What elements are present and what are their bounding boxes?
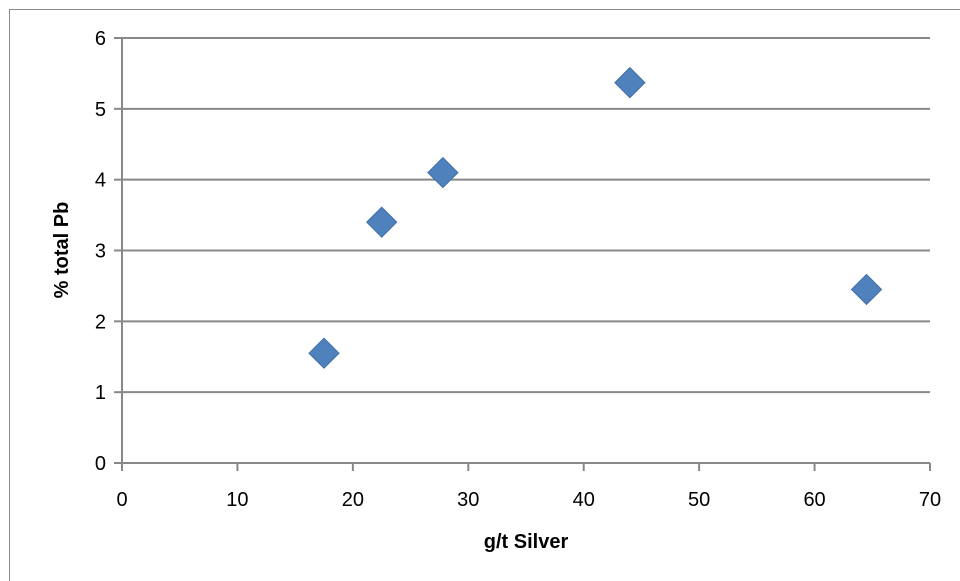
x-tick-labels: 0 10 20 30 40 50 60 70 xyxy=(116,489,941,511)
y-axis-title: % total Pb xyxy=(51,202,73,299)
x-tick-label: 30 xyxy=(457,489,479,511)
y-tick-label: 4 xyxy=(95,170,106,192)
gridlines xyxy=(122,37,930,394)
y-tick-label: 2 xyxy=(95,311,106,333)
x-axis-title: g/t Silver xyxy=(484,531,569,553)
x-tick-label: 0 xyxy=(116,489,127,511)
y-tick-label: 5 xyxy=(95,99,106,121)
data-point-diamond xyxy=(366,206,398,238)
data-point-diamond xyxy=(308,337,340,369)
x-tick-label: 40 xyxy=(573,489,595,511)
data-point-diamond xyxy=(614,66,646,99)
y-tick-label: 6 xyxy=(95,28,106,50)
data-point-diamond xyxy=(427,156,459,189)
x-tick-label: 20 xyxy=(342,489,364,511)
data-points xyxy=(308,66,883,369)
x-tick-label: 60 xyxy=(803,489,825,511)
y-tick-label: 3 xyxy=(95,241,106,263)
x-tick-label: 10 xyxy=(226,489,248,511)
axes xyxy=(114,37,931,471)
x-tick-label: 50 xyxy=(688,489,710,511)
y-tick-labels: 0 1 2 3 4 5 6 xyxy=(95,28,106,475)
data-point-diamond xyxy=(850,273,883,306)
y-tick-label: 0 xyxy=(95,453,106,475)
y-tick-label: 1 xyxy=(95,382,106,404)
chart-frame xyxy=(9,9,960,581)
x-tick-label: 70 xyxy=(919,489,941,511)
